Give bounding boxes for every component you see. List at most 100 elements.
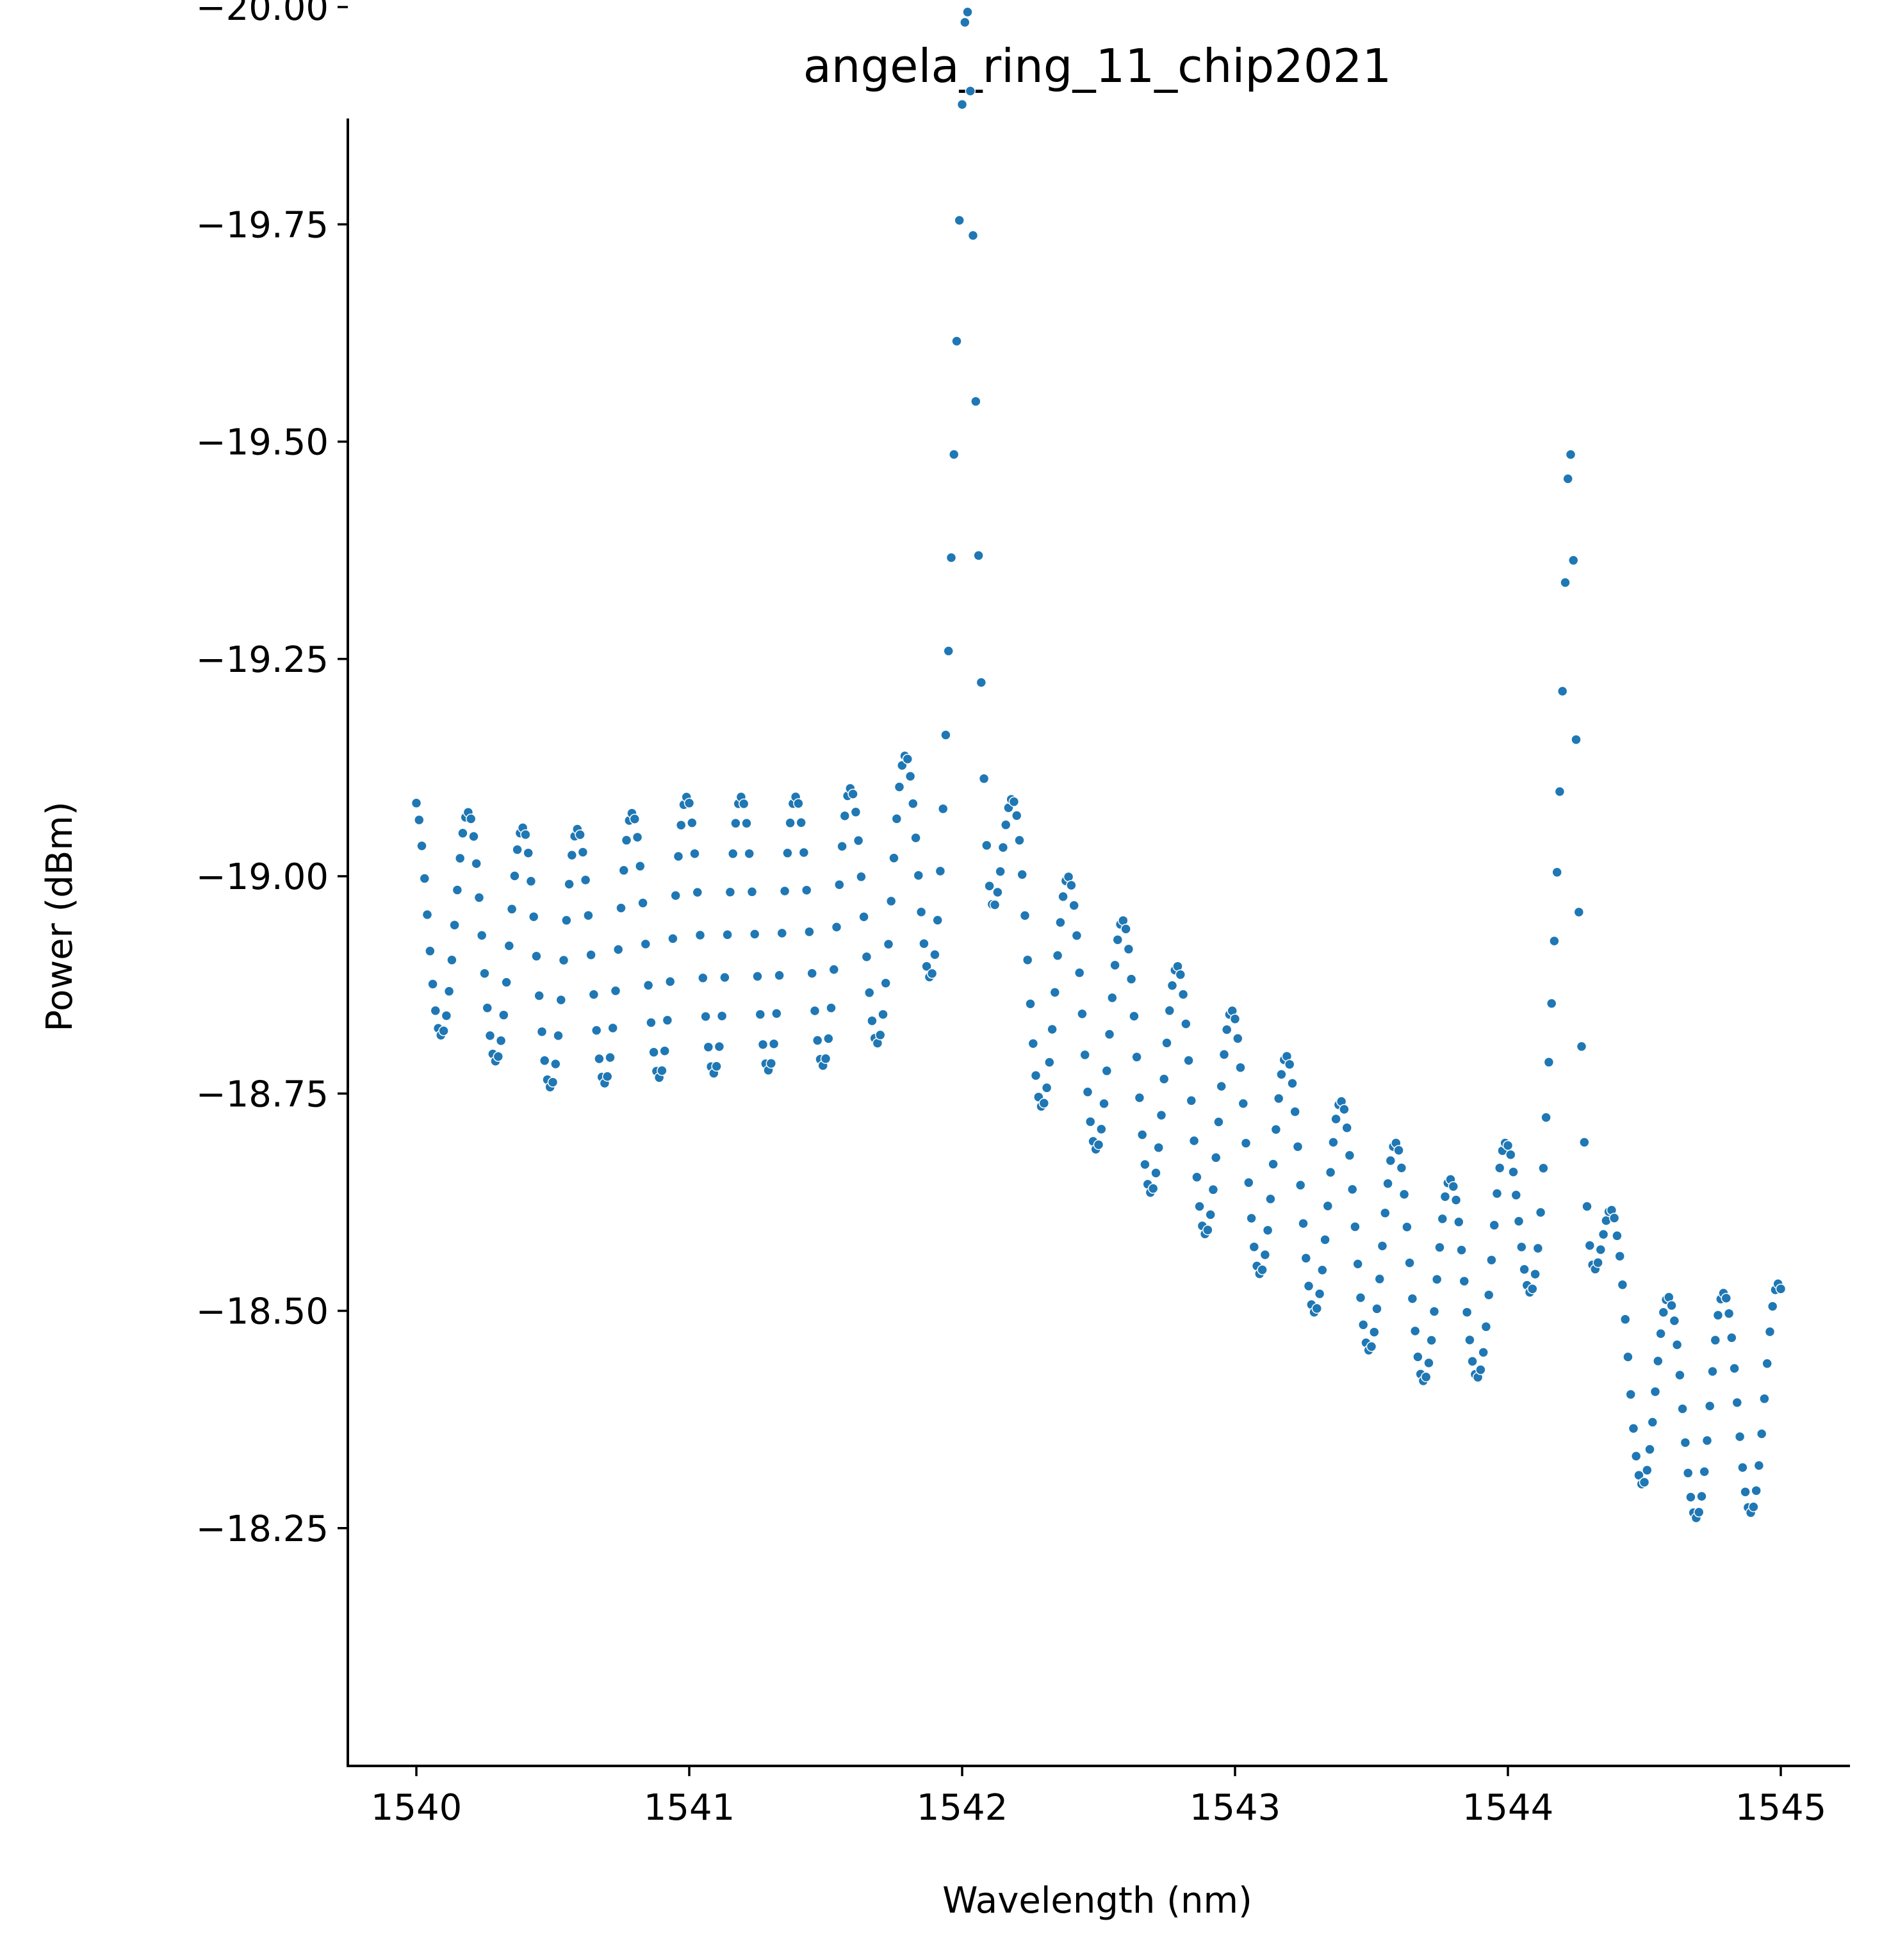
- data-point: [1595, 1244, 1607, 1255]
- data-point: [722, 929, 733, 940]
- data-point: [1393, 1145, 1404, 1156]
- data-point: [1205, 1209, 1216, 1220]
- data-point: [1767, 1301, 1778, 1312]
- data-point: [888, 853, 899, 863]
- data-point: [1696, 1490, 1707, 1502]
- data-point: [1153, 1142, 1164, 1153]
- data-point: [1082, 1086, 1093, 1098]
- data-point: [954, 215, 965, 226]
- data-point: [1734, 1431, 1746, 1442]
- data-point: [847, 788, 858, 799]
- data-point: [839, 810, 851, 821]
- data-point: [1303, 1280, 1314, 1292]
- data-point: [1074, 967, 1085, 979]
- data-point: [757, 1039, 769, 1050]
- data-point: [1647, 1417, 1658, 1428]
- data-point: [1158, 1074, 1170, 1084]
- data-point: [1298, 1218, 1309, 1229]
- data-point: [558, 954, 569, 966]
- data-point: [1177, 989, 1189, 1000]
- data-point: [940, 730, 951, 740]
- data-point: [782, 847, 793, 859]
- data-point: [1753, 1460, 1765, 1471]
- data-point: [1762, 1358, 1772, 1369]
- data-point: [1409, 1325, 1421, 1337]
- data-point: [1598, 1229, 1609, 1240]
- data-point: [1164, 1005, 1175, 1017]
- data-point: [1407, 1293, 1418, 1304]
- data-point: [1066, 879, 1077, 891]
- data-point: [1456, 1245, 1467, 1255]
- data-point: [1642, 1465, 1653, 1476]
- data-point: [1292, 1141, 1304, 1152]
- x-tick-label: 1540: [371, 1787, 462, 1829]
- y-tick-label: −18.75: [196, 1074, 329, 1115]
- data-point: [1077, 1008, 1088, 1020]
- data-point: [1677, 1403, 1688, 1414]
- data-point: [1448, 1181, 1459, 1192]
- data-point: [550, 1058, 561, 1070]
- data-point: [856, 871, 867, 883]
- data-point: [823, 1033, 834, 1044]
- data-point: [1314, 1288, 1325, 1300]
- data-point: [744, 848, 755, 859]
- data-point: [1759, 1393, 1770, 1404]
- data-point: [1439, 1191, 1451, 1202]
- data-point: [776, 927, 788, 939]
- data-point: [826, 1002, 837, 1013]
- data-point: [635, 861, 646, 872]
- data-point: [1428, 1306, 1440, 1317]
- data-point: [1431, 1274, 1443, 1285]
- data-point: [1461, 1307, 1473, 1318]
- data-point: [1140, 1159, 1150, 1170]
- data-point: [449, 919, 460, 931]
- y-tick-label: −19.50: [196, 422, 329, 464]
- data-point: [1721, 1293, 1732, 1303]
- data-point: [891, 813, 903, 824]
- data-point: [670, 890, 681, 901]
- data-point: [960, 17, 970, 28]
- data-point: [1680, 1437, 1691, 1448]
- data-point: [1055, 917, 1066, 928]
- data-point: [1666, 1300, 1677, 1311]
- data-point: [1483, 1289, 1494, 1300]
- data-point: [1125, 974, 1137, 984]
- data-point: [525, 876, 537, 887]
- data-point: [1194, 1201, 1205, 1212]
- data-point: [774, 970, 785, 981]
- data-point: [1339, 1104, 1350, 1115]
- data-point: [1412, 1352, 1423, 1362]
- data-point: [1276, 1069, 1287, 1080]
- data-point: [1712, 1310, 1724, 1321]
- chart-title: angela_ring_11_chip2021: [803, 39, 1392, 93]
- data-point: [476, 930, 487, 941]
- data-point: [1213, 1116, 1224, 1127]
- data-point: [1107, 992, 1118, 1004]
- data-point: [1510, 1189, 1522, 1201]
- data-point: [528, 911, 539, 922]
- data-point: [1221, 1024, 1232, 1035]
- data-point: [1565, 449, 1576, 460]
- data-point: [534, 990, 544, 1001]
- data-point: [479, 968, 490, 979]
- data-point: [1322, 1200, 1334, 1212]
- data-point: [883, 938, 894, 950]
- data-point: [1453, 1216, 1464, 1228]
- data-point: [771, 1008, 782, 1019]
- data-point: [997, 842, 1009, 853]
- data-point: [995, 866, 1006, 877]
- data-point: [1000, 819, 1011, 831]
- data-point: [664, 976, 676, 987]
- data-point: [1554, 786, 1566, 797]
- data-point: [493, 1051, 504, 1062]
- data-point: [1582, 1201, 1592, 1212]
- data-point: [438, 1025, 449, 1036]
- data-point: [427, 979, 438, 990]
- data-point: [956, 99, 968, 110]
- data-point: [1737, 1462, 1748, 1473]
- data-point: [850, 806, 862, 818]
- data-point: [951, 336, 962, 347]
- data-point: [1478, 1347, 1489, 1358]
- data-point: [414, 814, 425, 826]
